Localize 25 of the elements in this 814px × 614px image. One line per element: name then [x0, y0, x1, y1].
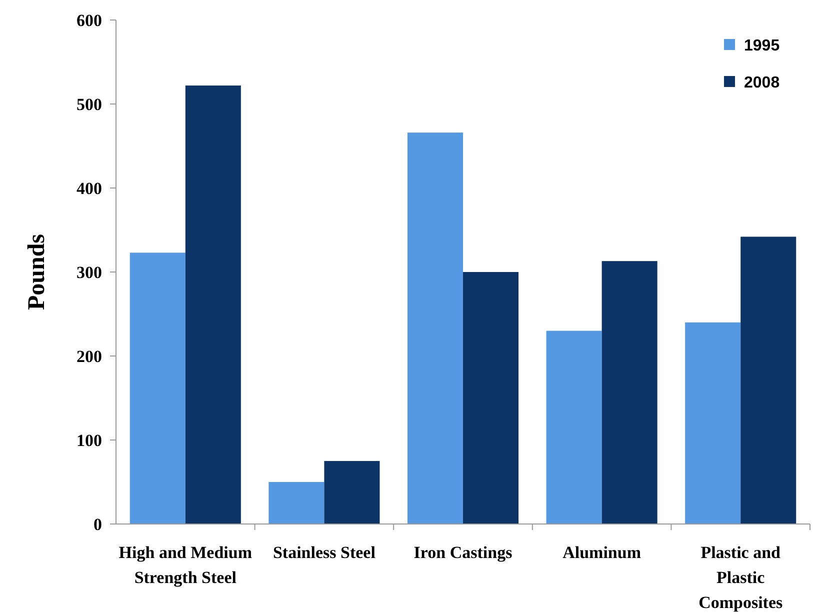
y-axis-title: Pounds [24, 234, 50, 310]
bar [407, 132, 463, 524]
bar [546, 330, 602, 524]
bar [685, 322, 741, 524]
bar [185, 86, 241, 524]
legend-label: 2008 [744, 74, 780, 92]
bar [463, 272, 519, 524]
x-tick-label: High and Medium Strength Steel [118, 543, 252, 587]
y-tick-label: 200 [76, 346, 102, 366]
y-tick-label: 400 [76, 178, 102, 198]
y-tick-label: 600 [76, 10, 102, 30]
x-tick-label: Aluminum [562, 543, 642, 562]
x-tick-label: Plastic and Plastic Composites [698, 543, 784, 612]
bar [740, 236, 796, 524]
y-tick-label: 100 [76, 430, 102, 450]
bar [268, 482, 324, 524]
y-tick-label: 0 [94, 514, 102, 534]
bar [602, 261, 658, 524]
bar [130, 252, 186, 524]
bar [324, 461, 380, 524]
legend-label: 1995 [744, 38, 780, 55]
x-tick-label: Iron Castings [414, 543, 513, 562]
x-tick-label: Stainless Steel [272, 543, 376, 562]
y-tick-label: 500 [76, 94, 102, 114]
y-tick-label: 300 [76, 262, 102, 282]
